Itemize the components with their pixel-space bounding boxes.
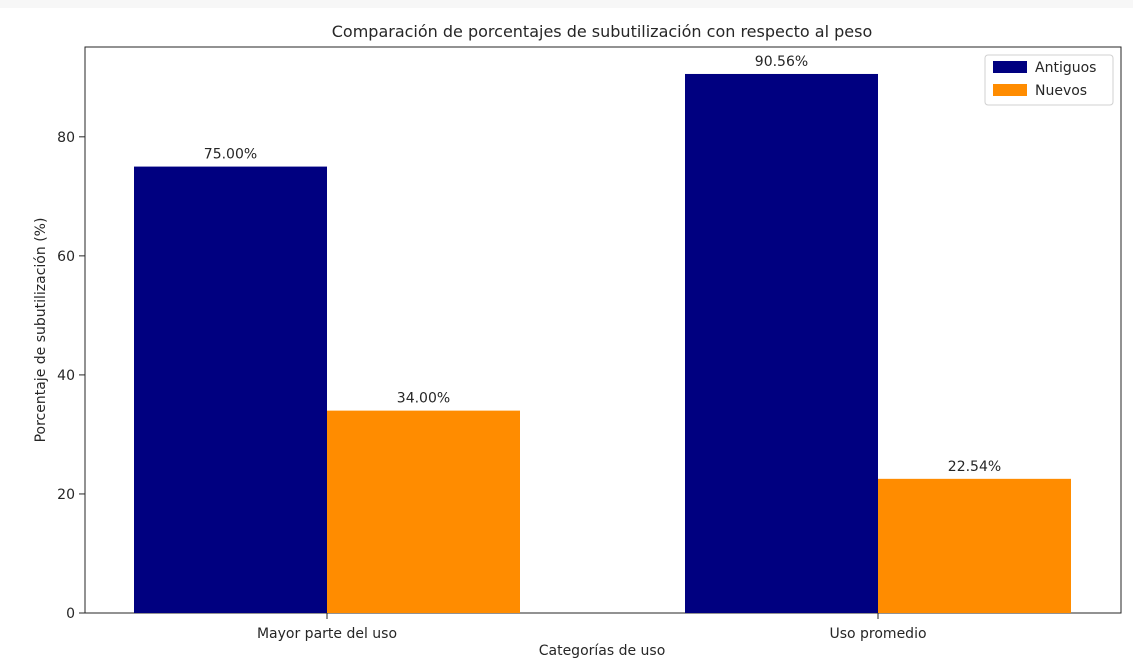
plot-area: 75.00% 90.56% 34.00% 22.54% 0 20 40 60 80 Mayor…: [57, 46, 1122, 642]
bar-nuevos-2: [878, 478, 1071, 613]
bar-antiguos-1: [134, 166, 327, 613]
y-tick-label: 0: [66, 606, 75, 622]
bars: [134, 73, 1071, 613]
legend-label-nuevos: Nuevos: [1035, 83, 1087, 99]
y-axis-label: Porcentaje de subutilización (%): [33, 218, 49, 443]
x-tick-label: Uso promedio: [829, 626, 926, 642]
y-tick-label: 40: [57, 368, 75, 384]
x-tick-label: Mayor parte del uso: [257, 626, 397, 642]
bar-labels: 75.00% 90.56% 34.00% 22.54%: [204, 54, 1001, 475]
legend: Antiguos Nuevos: [984, 54, 1114, 106]
bar-value-label-nuevos-1: 34.00%: [397, 391, 450, 407]
y-tick-label: 60: [57, 249, 75, 265]
bar-nuevos-1: [327, 410, 520, 613]
plot-frame: [84, 46, 1122, 614]
top-bar: [0, 0, 1133, 8]
bar-value-label-antiguos-2: 90.56%: [755, 54, 808, 70]
chart-title: Comparación de porcentajes de subutiliza…: [332, 22, 873, 41]
x-axis-ticks: Mayor parte del uso Uso promedio: [257, 613, 927, 642]
bar-antiguos-2: [685, 73, 878, 613]
y-axis-ticks: 0 20 40 60 80: [57, 130, 85, 622]
legend-swatch-antiguos: [993, 61, 1027, 73]
bar-value-label-antiguos-1: 75.00%: [204, 147, 257, 163]
bar-value-label-nuevos-2: 22.54%: [948, 459, 1001, 475]
legend-label-antiguos: Antiguos: [1035, 60, 1096, 76]
legend-swatch-nuevos: [993, 84, 1027, 96]
x-axis-label: Categorías de uso: [539, 643, 666, 659]
y-tick-label: 20: [57, 487, 75, 503]
y-tick-label: 80: [57, 130, 75, 146]
